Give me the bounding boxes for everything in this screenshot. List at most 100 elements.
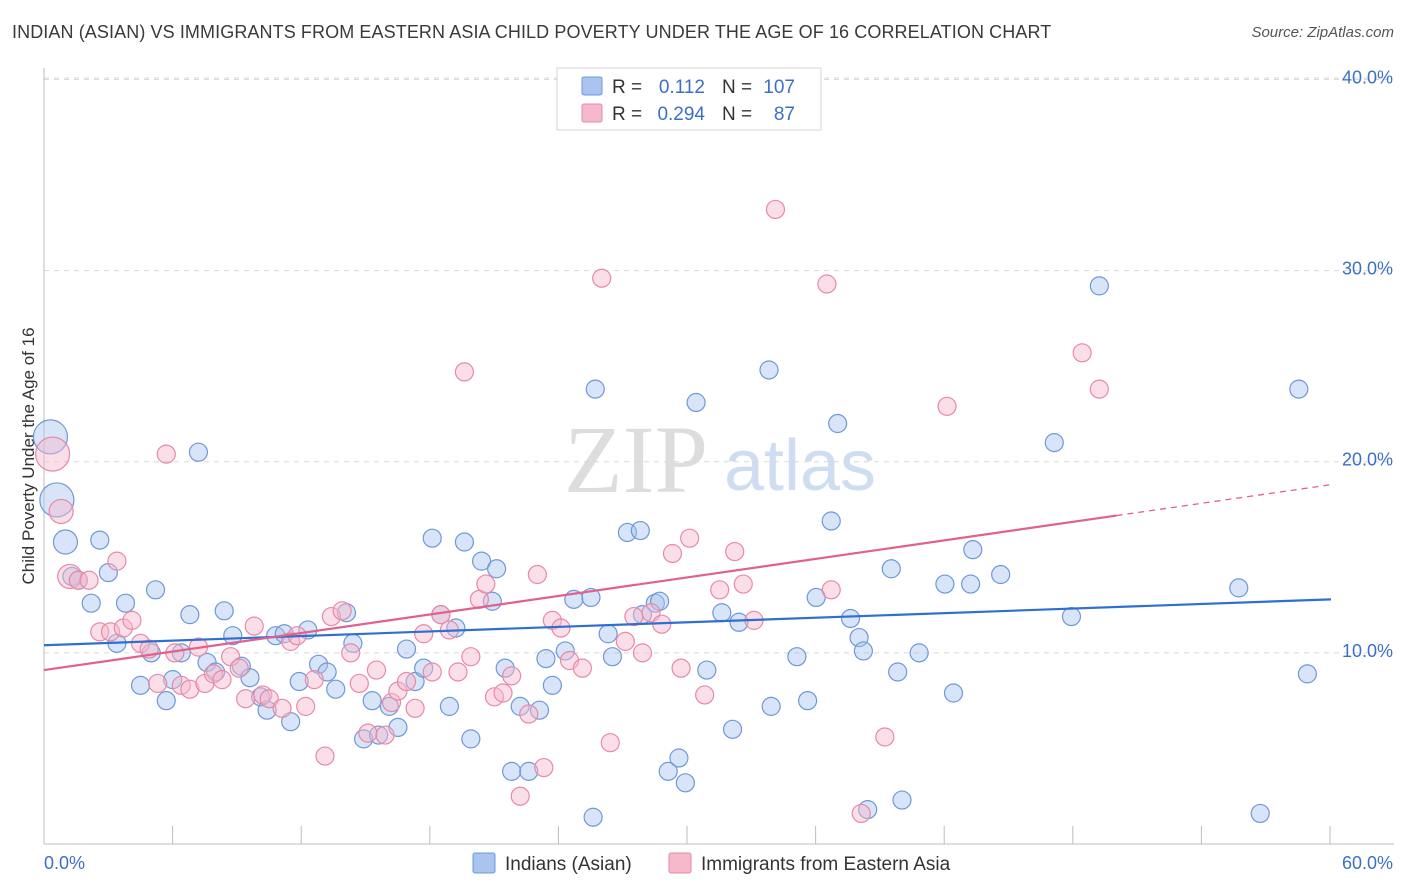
data-point <box>1229 578 1249 598</box>
data-point <box>495 658 515 678</box>
data-point <box>229 658 249 678</box>
trend-line-extension-immigrants-eastern-asia <box>1116 483 1335 517</box>
data-point <box>486 559 507 579</box>
data-point <box>296 696 316 716</box>
bottom-legend-swatch-pink <box>668 852 692 874</box>
data-point <box>710 580 730 600</box>
data-point <box>888 662 908 682</box>
y-tick-label-30: 30.0% <box>1342 259 1393 279</box>
data-point <box>115 593 136 613</box>
data-point <box>961 574 981 594</box>
data-point <box>366 660 387 680</box>
data-point <box>122 610 142 630</box>
data-point <box>963 540 983 560</box>
data-point <box>697 660 717 680</box>
trend-line-indians-asian <box>43 598 1332 647</box>
data-point <box>806 587 826 608</box>
series-indians-asian <box>32 276 1318 827</box>
gridlines <box>44 77 1394 654</box>
data-point <box>257 700 277 720</box>
data-point <box>461 729 481 749</box>
data-point <box>840 608 861 629</box>
data-point <box>341 643 361 663</box>
data-point <box>695 685 715 705</box>
data-point <box>52 529 79 555</box>
data-point <box>725 541 745 562</box>
data-point <box>572 658 592 678</box>
data-point <box>853 641 873 661</box>
data-point <box>259 689 279 709</box>
data-point <box>1061 606 1082 627</box>
legend-swatch-blue <box>581 76 603 96</box>
data-point <box>821 580 841 600</box>
data-point <box>881 559 901 579</box>
data-point <box>892 790 912 810</box>
data-point <box>375 725 395 745</box>
trend-line-immigrants-eastern-asia <box>43 514 1117 672</box>
data-point <box>935 574 955 594</box>
data-point <box>362 691 382 711</box>
data-point <box>79 570 99 590</box>
data-point <box>180 605 200 625</box>
data-point <box>909 643 929 663</box>
data-point <box>1297 664 1318 684</box>
y-tick-label-40: 40.0% <box>1342 67 1393 87</box>
data-point <box>534 757 554 778</box>
data-point <box>943 683 964 703</box>
data-point <box>519 704 539 724</box>
source-label: Source: ZipAtlas.com <box>1251 24 1394 41</box>
data-point <box>722 719 743 739</box>
data-point <box>349 673 369 694</box>
data-point <box>223 626 243 646</box>
data-point <box>675 773 695 793</box>
legend-n-label-1: N = <box>722 77 752 98</box>
data-point <box>156 444 176 464</box>
data-point <box>358 723 378 743</box>
y-tick-labels: 10.0% 20.0% 30.0% 40.0% <box>1342 67 1393 660</box>
data-point <box>130 675 151 695</box>
data-point <box>289 671 309 692</box>
data-point <box>461 647 481 667</box>
data-point <box>156 691 176 711</box>
data-point <box>321 606 342 627</box>
data-point <box>171 643 191 663</box>
data-point <box>536 649 556 669</box>
y-tick-label-10: 10.0% <box>1342 641 1393 661</box>
data-point <box>188 442 209 462</box>
x-tick-label-min: 0.0% <box>44 853 85 873</box>
data-point <box>632 643 653 663</box>
data-point <box>471 551 492 571</box>
bottom-legend-label-blue: Indians (Asian) <box>505 854 632 875</box>
watermark-zip: ZIP <box>564 406 708 513</box>
data-point <box>765 199 786 220</box>
legend-n-label-2: N = <box>722 104 752 125</box>
data-point <box>180 679 200 699</box>
data-point <box>991 564 1011 585</box>
legend-n-value-2: 87 <box>774 104 795 125</box>
y-axis-label: Child Poverty Under the Age of 16 <box>19 327 38 584</box>
data-point <box>148 673 168 694</box>
bottom-legend-swatch-blue <box>472 852 496 874</box>
legend-r-value-1: 0.112 <box>659 77 705 98</box>
series-legend: Indians (Asian) Immigrants from Eastern … <box>472 852 951 875</box>
data-point <box>759 360 779 380</box>
data-point <box>733 574 753 594</box>
data-point <box>798 691 818 711</box>
data-point <box>493 683 513 703</box>
data-point <box>90 622 110 642</box>
data-point <box>937 396 957 416</box>
data-point <box>439 696 460 716</box>
data-point <box>244 616 264 636</box>
data-point <box>100 622 121 642</box>
data-point <box>529 700 550 720</box>
data-point <box>680 528 700 548</box>
trend-lines <box>43 483 1335 672</box>
data-point <box>281 712 301 732</box>
legend-r-value-2: 0.294 <box>657 104 705 125</box>
data-point <box>396 671 417 692</box>
data-point <box>851 803 871 824</box>
data-point <box>68 570 88 590</box>
data-point <box>615 631 635 651</box>
data-point <box>583 807 603 827</box>
data-point <box>502 666 522 686</box>
